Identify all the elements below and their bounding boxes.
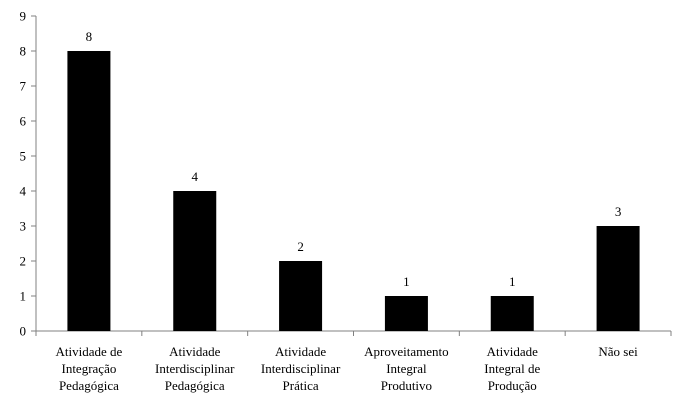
data-labels: 8 4 2 1 1 3 [86, 29, 622, 289]
y-tick-label: 5 [20, 149, 27, 164]
data-label: 8 [86, 29, 93, 44]
y-tick-label: 8 [20, 44, 27, 59]
bar [173, 191, 217, 331]
data-label: 1 [509, 274, 516, 289]
bar [596, 226, 640, 331]
bars [67, 51, 640, 331]
y-tick-label: 3 [20, 219, 27, 234]
category-label: Não sei [598, 344, 638, 359]
data-label: 4 [192, 169, 199, 184]
y-tick-label: 7 [20, 79, 27, 94]
bar [384, 296, 428, 331]
data-label: 3 [615, 204, 622, 219]
y-tick-label: 6 [20, 114, 27, 129]
bar [279, 261, 323, 331]
y-tick-label: 1 [20, 289, 27, 304]
category-label: Atividade Interdisciplinar Pedagógica [155, 344, 235, 393]
category-label: Atividade Interdisciplinar Prática [261, 344, 341, 393]
y-tick-label: 0 [20, 324, 27, 339]
category-label: Aproveitamento Integral Produtivo [364, 344, 448, 393]
y-tick-label: 4 [20, 184, 27, 199]
x-axis [35, 330, 672, 336]
y-axis: 0 1 2 3 4 5 6 7 8 9 [20, 9, 37, 339]
category-labels: Atividade de Integração Pedagógica Atividad… [56, 344, 639, 393]
bar [67, 51, 111, 331]
y-tick-label: 9 [20, 9, 27, 24]
y-tick-label: 2 [20, 254, 27, 269]
data-label: 2 [297, 239, 304, 254]
category-label: Atividade de Integração Pedagógica [56, 344, 123, 393]
data-label: 1 [403, 274, 410, 289]
bar [490, 296, 534, 331]
category-label: Atividade Integral de Produção [484, 344, 540, 393]
